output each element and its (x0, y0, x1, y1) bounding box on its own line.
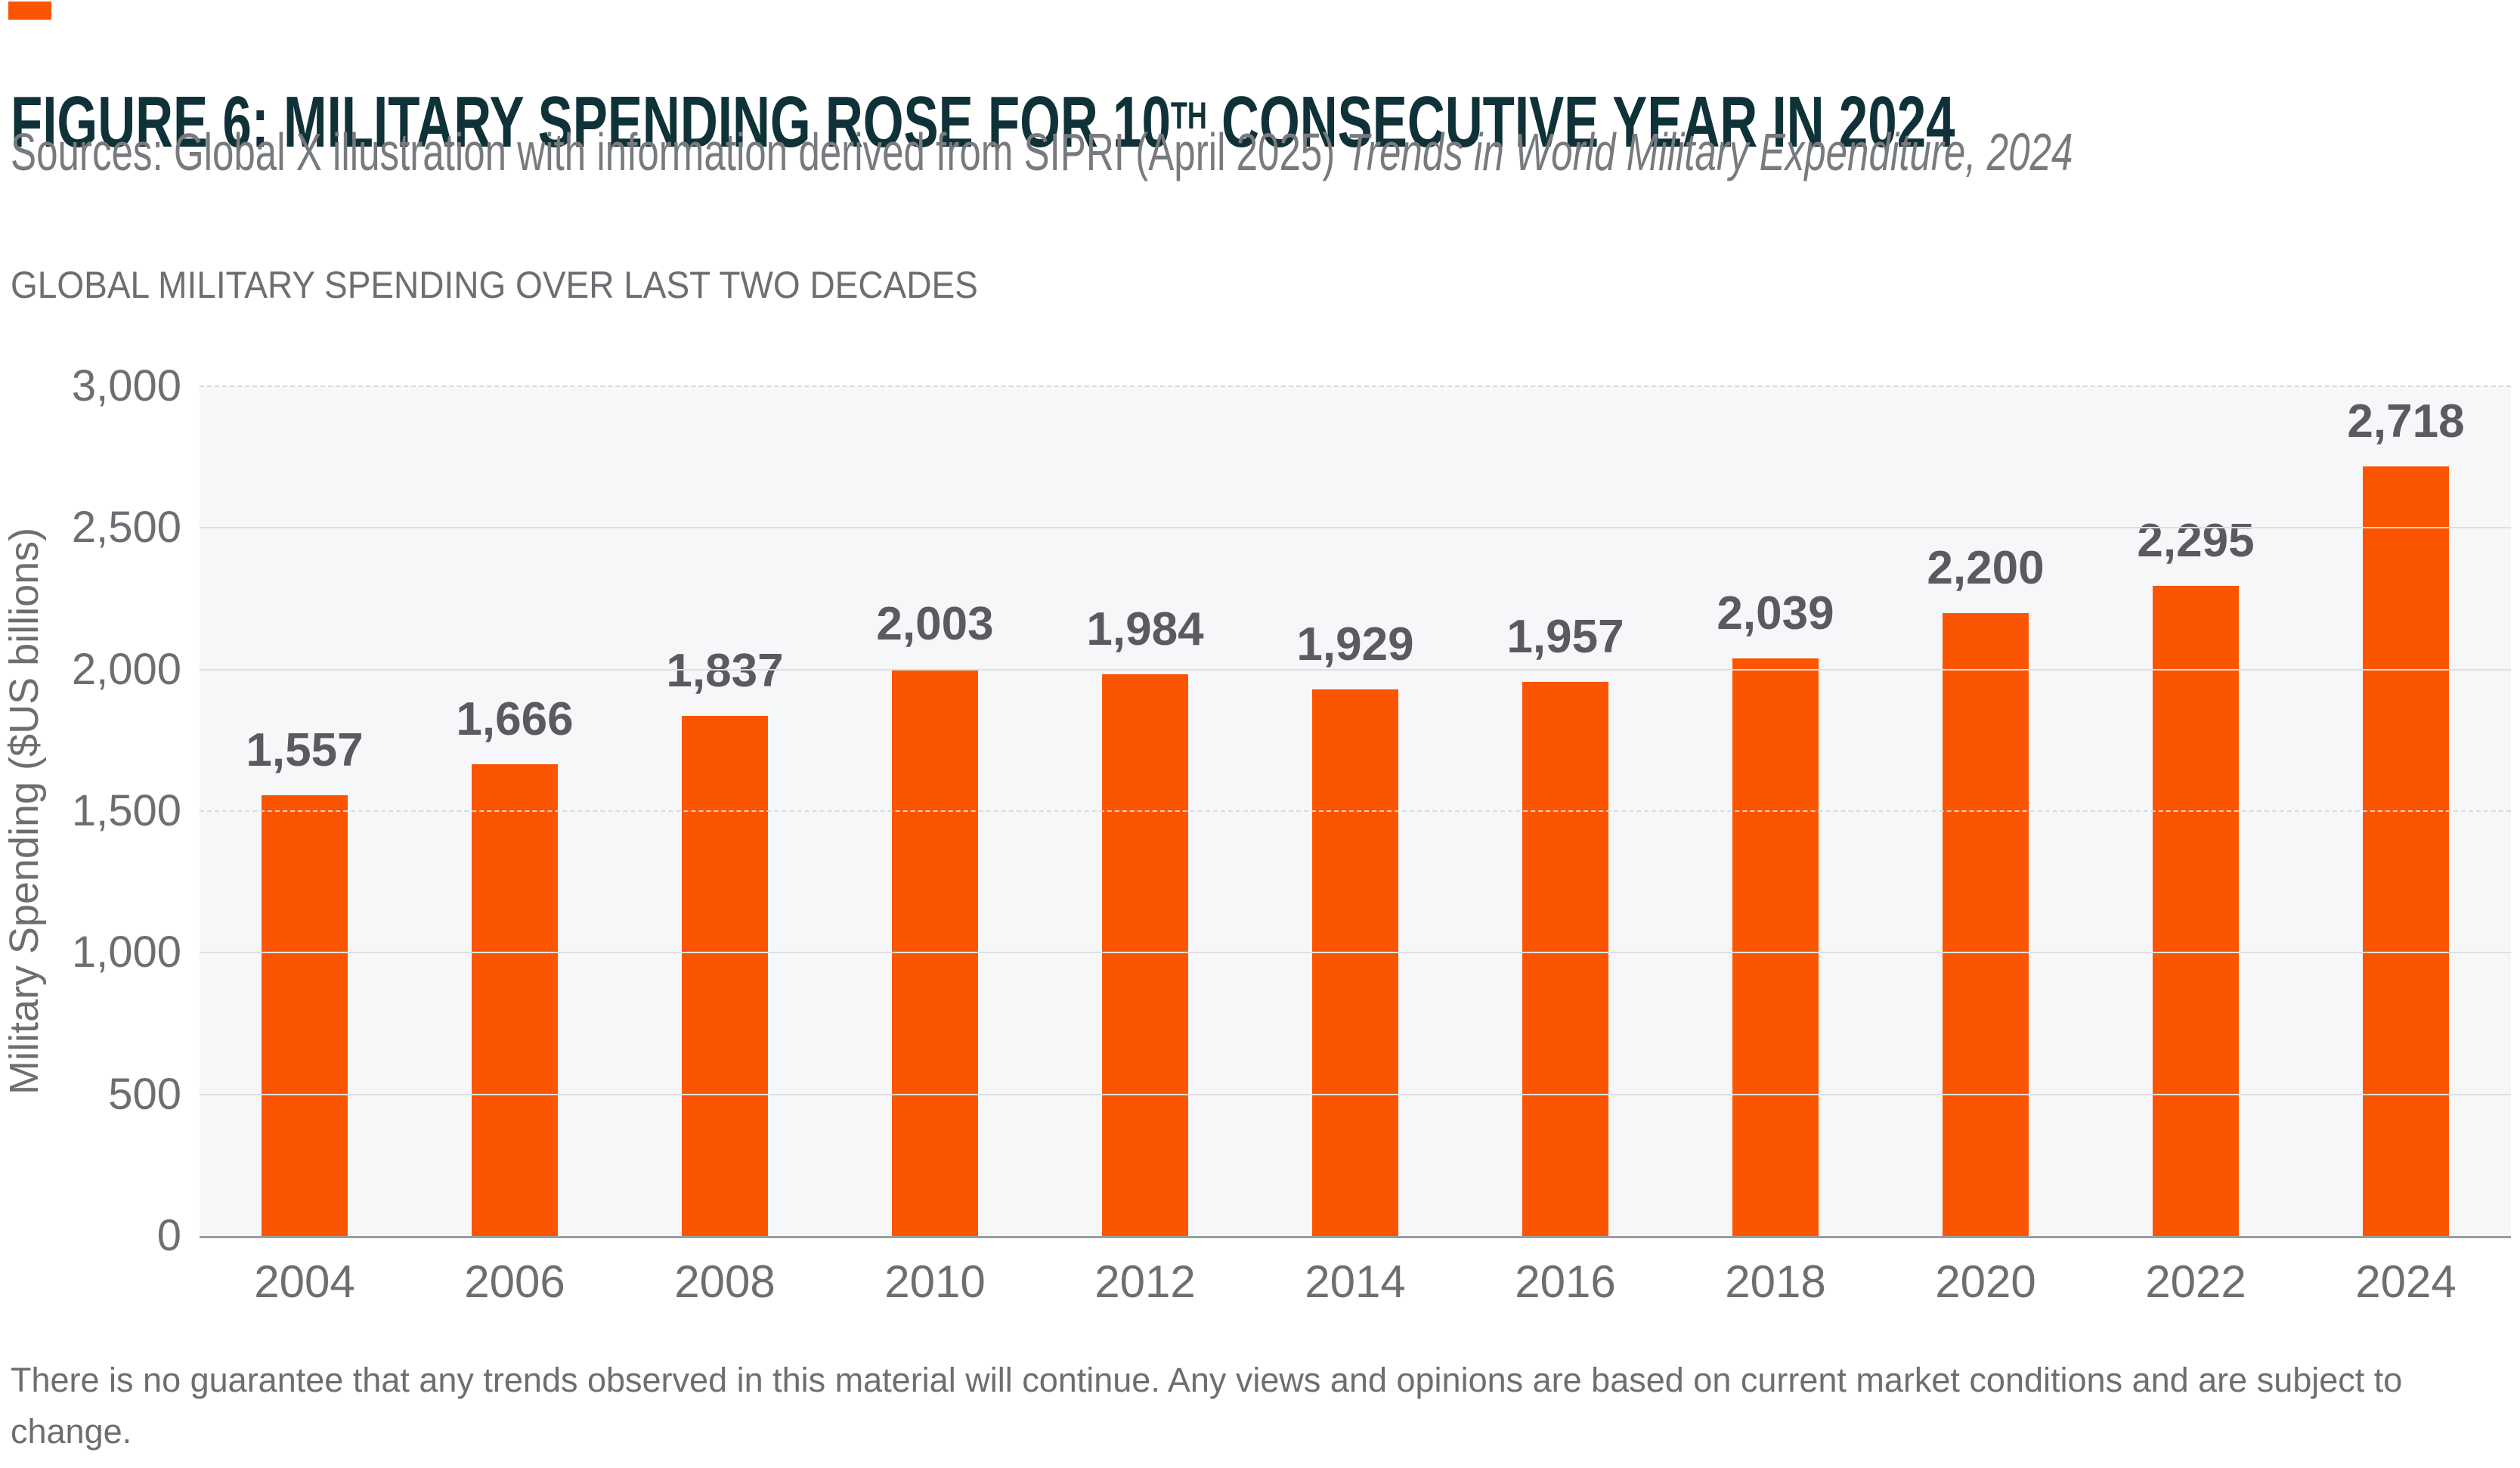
bar (1943, 612, 2029, 1236)
bar-value-label: 1,666 (456, 692, 574, 745)
y-tick-label: 3,000 (71, 361, 181, 410)
bar-slot: 1,666 (410, 386, 620, 1236)
bar-slot: 2,718 (2301, 386, 2511, 1236)
x-tick-label: 2012 (1094, 1256, 1196, 1307)
bar-value-label: 2,003 (876, 597, 994, 650)
x-axis-labels: 2004 2006 2008 2010 2012 2014 2016 2018 2020 2022… (200, 1259, 2511, 1305)
x-tick-label: 2004 (254, 1256, 355, 1307)
y-tick-label: 2,500 (71, 503, 181, 553)
bar-slot: 2,039 (1670, 386, 1881, 1236)
figure-title-text: FIGURE 6: MILITARY SPENDING ROSE FOR 10 (11, 82, 1171, 163)
figure-title-text-2: CONSECUTIVE YEAR IN 2024 (1206, 82, 1955, 163)
plot-area: 1,557 1,666 1,837 2,003 1,984 1,929 1,957 2,039… (200, 386, 2511, 1236)
x-tick-label: 2006 (464, 1256, 565, 1307)
bar-slot: 1,984 (1040, 386, 1250, 1236)
gridline (200, 527, 2511, 529)
bar-value-label: 2,718 (2347, 395, 2465, 448)
sources-prefix: Sources: Global X illustration with info… (11, 122, 1346, 181)
bar-slot: 2,200 (1881, 386, 2091, 1236)
x-tick-label: 2008 (674, 1256, 776, 1307)
brand-accent-mark (8, 2, 51, 20)
x-tick-label: 2010 (884, 1256, 986, 1307)
gridline (200, 386, 2511, 387)
bar-value-label: 2,039 (1717, 587, 1834, 640)
bar-value-label: 1,837 (666, 644, 784, 697)
bar-value-label: 2,200 (1927, 541, 2045, 594)
bar-value-label: 1,557 (246, 723, 364, 776)
bar (2363, 466, 2449, 1236)
bar-value-label: 1,984 (1086, 602, 1204, 655)
bar-value-label: 1,957 (1506, 610, 1624, 663)
title-superscript: TH (1170, 94, 1207, 138)
bar (1102, 674, 1188, 1236)
figure-title: FIGURE 6: MILITARY SPENDING ROSE FOR 10T… (11, 86, 2520, 159)
gridline (200, 952, 2511, 954)
y-tick-label: 0 (156, 1211, 181, 1260)
bar-slot: 2,295 (2091, 386, 2301, 1236)
chart-subtitle: GLOBAL MILITARY SPENDING OVER LAST TWO D… (11, 265, 1062, 306)
x-tick-label: 2020 (1935, 1256, 2036, 1307)
bar (1732, 658, 1819, 1236)
x-tick-label: 2016 (1515, 1256, 1616, 1307)
bar (2153, 586, 2239, 1236)
gridline (200, 1093, 2511, 1095)
y-tick-label: 2,000 (71, 644, 181, 694)
x-tick-label: 2014 (1305, 1256, 1406, 1307)
sources-publication: Trends in World Military Expenditure, 20… (1345, 122, 2073, 181)
bar-slot: 1,557 (200, 386, 410, 1236)
bar-slot: 1,957 (1460, 386, 1670, 1236)
x-tick-label: 2018 (1725, 1256, 1826, 1307)
bar-value-label: 2,295 (2137, 515, 2255, 568)
bar (262, 794, 348, 1236)
bar (1312, 689, 1398, 1236)
bar-slot: 1,929 (1250, 386, 1460, 1236)
x-tick-label: 2024 (2355, 1256, 2457, 1307)
bar (682, 715, 768, 1236)
bar (472, 763, 558, 1236)
bar-slot: 1,837 (620, 386, 830, 1236)
y-tick-label: 500 (108, 1069, 181, 1119)
x-axis-baseline (200, 1236, 2511, 1238)
sources-line: Sources: Global X illustration with info… (11, 123, 2520, 181)
x-tick-label: 2022 (2145, 1256, 2246, 1307)
gridline (200, 810, 2511, 812)
chart-subtitle-text: GLOBAL MILITARY SPENDING OVER LAST TWO D… (11, 264, 978, 306)
gridline (200, 668, 2511, 671)
y-tick-label: 1,500 (71, 786, 181, 835)
bar-value-label: 1,929 (1296, 618, 1414, 671)
footer-disclaimer: There is no guarantee that any trends ob… (11, 1361, 2403, 1451)
bar (1522, 681, 1608, 1236)
y-tick-label: 1,000 (71, 928, 181, 977)
bars: 1,557 1,666 1,837 2,003 1,984 1,929 1,957 2,039… (200, 386, 2511, 1236)
